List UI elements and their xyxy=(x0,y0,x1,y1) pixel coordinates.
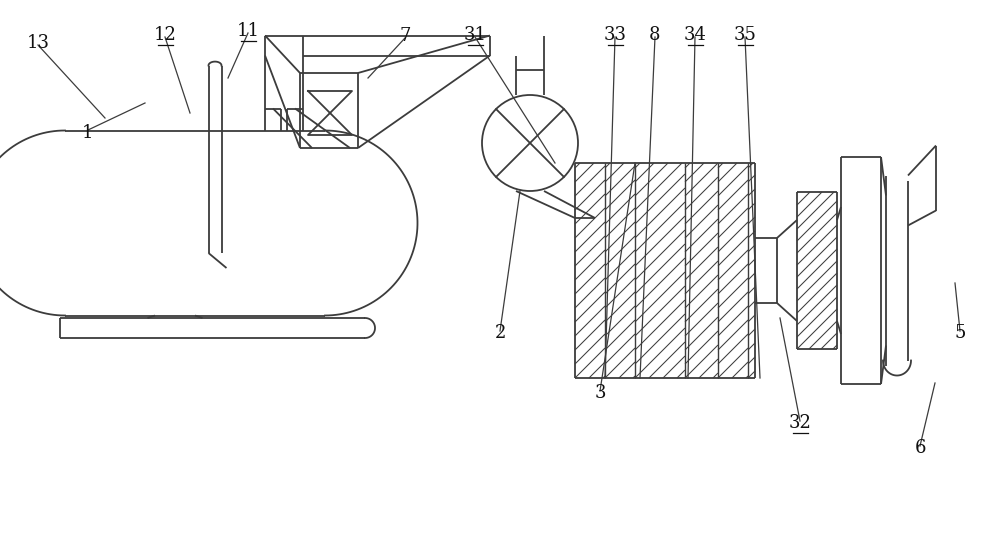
Text: 32: 32 xyxy=(789,414,811,432)
Text: 31: 31 xyxy=(464,26,486,44)
Text: 8: 8 xyxy=(649,26,661,44)
Text: 33: 33 xyxy=(604,26,626,44)
Text: 6: 6 xyxy=(914,439,926,457)
Text: 35: 35 xyxy=(734,26,756,44)
Text: 2: 2 xyxy=(494,324,506,342)
Text: 34: 34 xyxy=(684,26,706,44)
Text: 7: 7 xyxy=(399,27,411,45)
Text: 13: 13 xyxy=(26,34,50,52)
Text: 12: 12 xyxy=(154,26,176,44)
Text: 1: 1 xyxy=(82,124,94,142)
Text: 5: 5 xyxy=(954,324,966,342)
Text: 3: 3 xyxy=(594,384,606,402)
Text: 11: 11 xyxy=(237,22,260,40)
